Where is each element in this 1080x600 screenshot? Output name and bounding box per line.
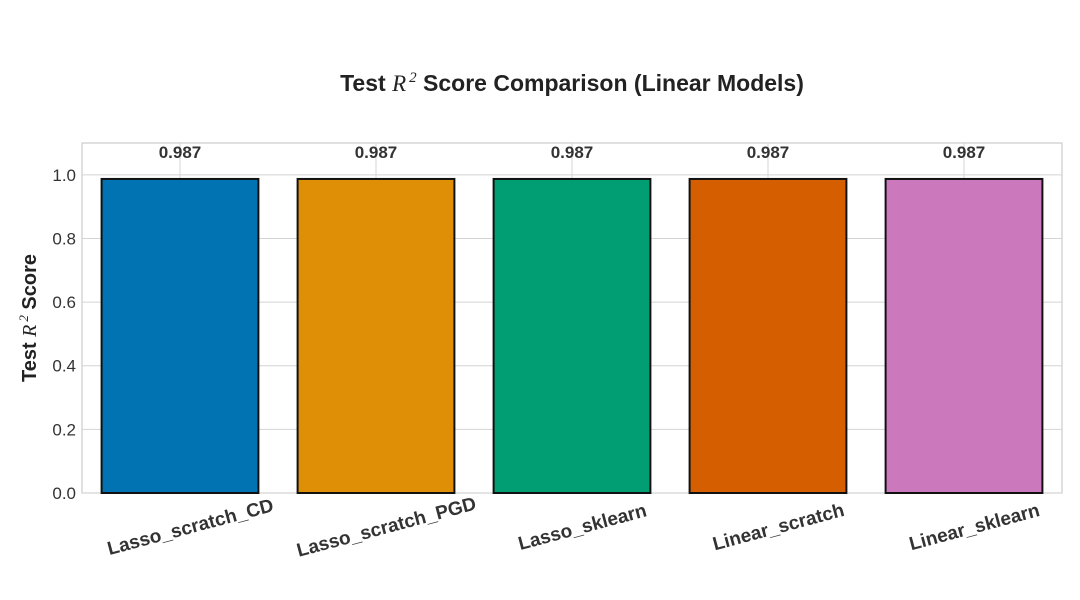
bar-value-label: 0.987 bbox=[747, 143, 790, 162]
y-axis-label: Test R2 Score bbox=[16, 254, 41, 382]
y-tick-label: 0.8 bbox=[52, 229, 76, 248]
x-tick-label: Lasso_sklearn bbox=[516, 500, 649, 554]
x-tick-label: Linear_sklearn bbox=[907, 500, 1042, 555]
bar-value-label: 0.987 bbox=[355, 143, 398, 162]
bar-value-label: 0.987 bbox=[159, 143, 202, 162]
y-tick-label: 0.6 bbox=[52, 293, 76, 312]
y-tick-label: 0.2 bbox=[52, 420, 76, 439]
bar-lasso-sklearn bbox=[492, 177, 652, 494]
bar-value-label: 0.987 bbox=[943, 143, 986, 162]
y-tick-label: 0.4 bbox=[52, 357, 76, 376]
y-tick-label: 0.0 bbox=[52, 484, 76, 503]
x-tick-label: Linear_scratch bbox=[711, 500, 847, 555]
x-tick-label: Lasso_scratch_PGD bbox=[295, 494, 479, 562]
bar-linear-scratch bbox=[688, 177, 848, 494]
bar-lasso-scratch-cd bbox=[100, 177, 260, 494]
x-tick-label: Lasso_scratch_CD bbox=[105, 495, 276, 560]
y-tick-label: 1.0 bbox=[52, 166, 76, 185]
plot-area: 0.0 0.2 0.4 0.6 0.8 1.0 0.987 Lasso_scratch_CD 0… bbox=[52, 142, 1063, 562]
bar-linear-sklearn bbox=[884, 177, 1044, 494]
bar-value-label: 0.987 bbox=[551, 143, 594, 162]
bar-lasso-scratch-pgd bbox=[296, 177, 456, 494]
